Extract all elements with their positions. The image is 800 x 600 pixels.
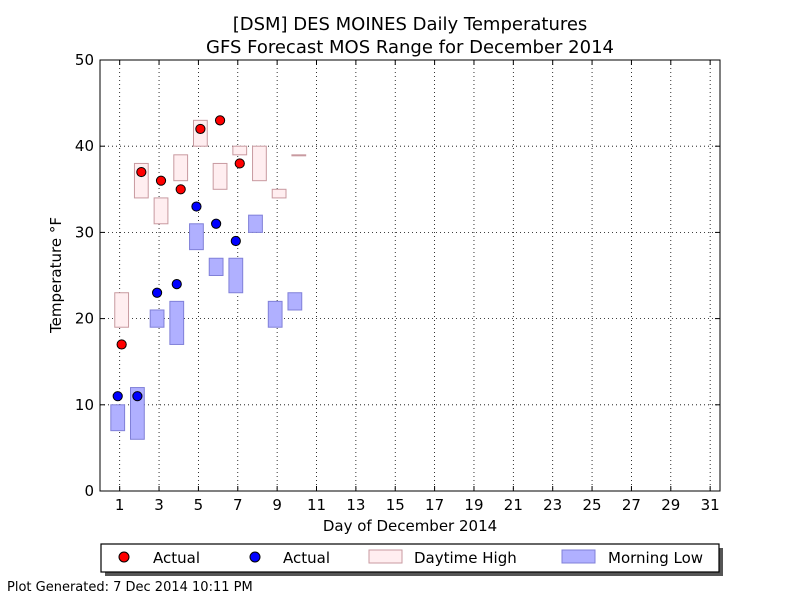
daytime-high-range-bar bbox=[291, 154, 307, 157]
daytime-high-range-bar bbox=[173, 154, 189, 182]
actual-low-point bbox=[132, 391, 143, 402]
x-tick-label: 23 bbox=[543, 496, 562, 514]
actual-low-point bbox=[151, 287, 163, 298]
actual-low-point bbox=[191, 201, 202, 212]
actual-high-point bbox=[155, 175, 167, 186]
x-tick-label: 1 bbox=[115, 496, 125, 514]
actual-high-point bbox=[214, 115, 226, 126]
legend-actual-low-label: Actual bbox=[283, 549, 330, 567]
x-tick-label: 5 bbox=[194, 496, 204, 514]
morning-low-range-bar bbox=[130, 387, 145, 440]
legend-morning-low-swatch bbox=[561, 549, 596, 564]
morning-low-range-bar bbox=[110, 404, 126, 432]
morning-low-range-bar bbox=[248, 214, 263, 233]
x-axis-label: Day of December 2014 bbox=[323, 517, 497, 535]
x-tick-label: 27 bbox=[622, 496, 641, 514]
morning-low-range-bar bbox=[189, 223, 204, 251]
actual-high-point bbox=[136, 166, 147, 178]
plot-frame bbox=[99, 59, 721, 492]
morning-low-range-bar bbox=[169, 300, 185, 345]
chart-subtitle: GFS Forecast MOS Range for December 2014 bbox=[206, 37, 614, 58]
x-tick-label: 21 bbox=[504, 496, 523, 514]
x-tick-label: 17 bbox=[425, 496, 444, 514]
legend-daytime-high-swatch bbox=[368, 549, 403, 564]
y-tick-label: 30 bbox=[75, 223, 94, 241]
morning-low-range-bar bbox=[208, 257, 224, 277]
daytime-high-range-bar bbox=[252, 145, 267, 182]
legend-daytime-high-label: Daytime High bbox=[414, 549, 517, 567]
daytime-high-range-bar bbox=[232, 145, 248, 156]
x-tick-label: 29 bbox=[661, 496, 680, 514]
x-tick-label: 13 bbox=[346, 496, 365, 514]
y-tick-label: 10 bbox=[75, 396, 94, 414]
x-tick-label: 7 bbox=[233, 496, 243, 514]
forecast-ranges bbox=[110, 119, 307, 440]
daytime-high-range-bar bbox=[212, 162, 228, 190]
legend: Actual Actual Daytime High Morning Low bbox=[100, 543, 723, 576]
actual-low-point bbox=[230, 235, 241, 247]
actual-high-point bbox=[116, 339, 127, 350]
actual-low-point bbox=[112, 391, 123, 402]
x-tick-label: 11 bbox=[307, 496, 326, 514]
actual-high-point bbox=[234, 158, 245, 169]
y-tick-label: 0 bbox=[84, 482, 94, 500]
legend-box bbox=[100, 543, 720, 573]
actual-high-point bbox=[195, 123, 206, 135]
y-axis-label: Temperature °F bbox=[47, 217, 65, 334]
y-tick-label: 20 bbox=[75, 310, 94, 328]
actual-low-point bbox=[211, 218, 222, 229]
actual-low-point bbox=[171, 279, 182, 290]
legend-actual-high-label: Actual bbox=[153, 549, 200, 567]
legend-actual-low-marker bbox=[249, 551, 261, 563]
legend-actual-high-marker bbox=[118, 551, 130, 563]
x-tick-label: 31 bbox=[701, 496, 720, 514]
morning-low-range-bar bbox=[228, 257, 244, 294]
x-tick-label: 15 bbox=[386, 496, 405, 514]
x-tick-label: 19 bbox=[464, 496, 483, 514]
x-tick-label: 9 bbox=[272, 496, 282, 514]
daytime-high-range-bar bbox=[271, 188, 287, 199]
actual-high-point bbox=[175, 184, 186, 195]
morning-low-range-bar bbox=[267, 300, 283, 328]
chart-title: [DSM] DES MOINES Daily Temperatures bbox=[233, 14, 588, 35]
daytime-high-range-bar bbox=[153, 197, 169, 225]
plot-generated-footer: Plot Generated: 7 Dec 2014 10:11 PM bbox=[7, 580, 253, 595]
morning-low-range-bar bbox=[149, 309, 165, 328]
morning-low-range-bar bbox=[287, 292, 303, 311]
y-tick-label: 50 bbox=[75, 51, 94, 69]
x-tick-label: 25 bbox=[583, 496, 602, 514]
daytime-high-range-bar bbox=[114, 292, 130, 328]
actual-points bbox=[112, 115, 245, 402]
x-tick-label: 3 bbox=[154, 496, 164, 514]
y-tick-label: 40 bbox=[75, 137, 94, 155]
legend-morning-low-label: Morning Low bbox=[608, 549, 703, 567]
